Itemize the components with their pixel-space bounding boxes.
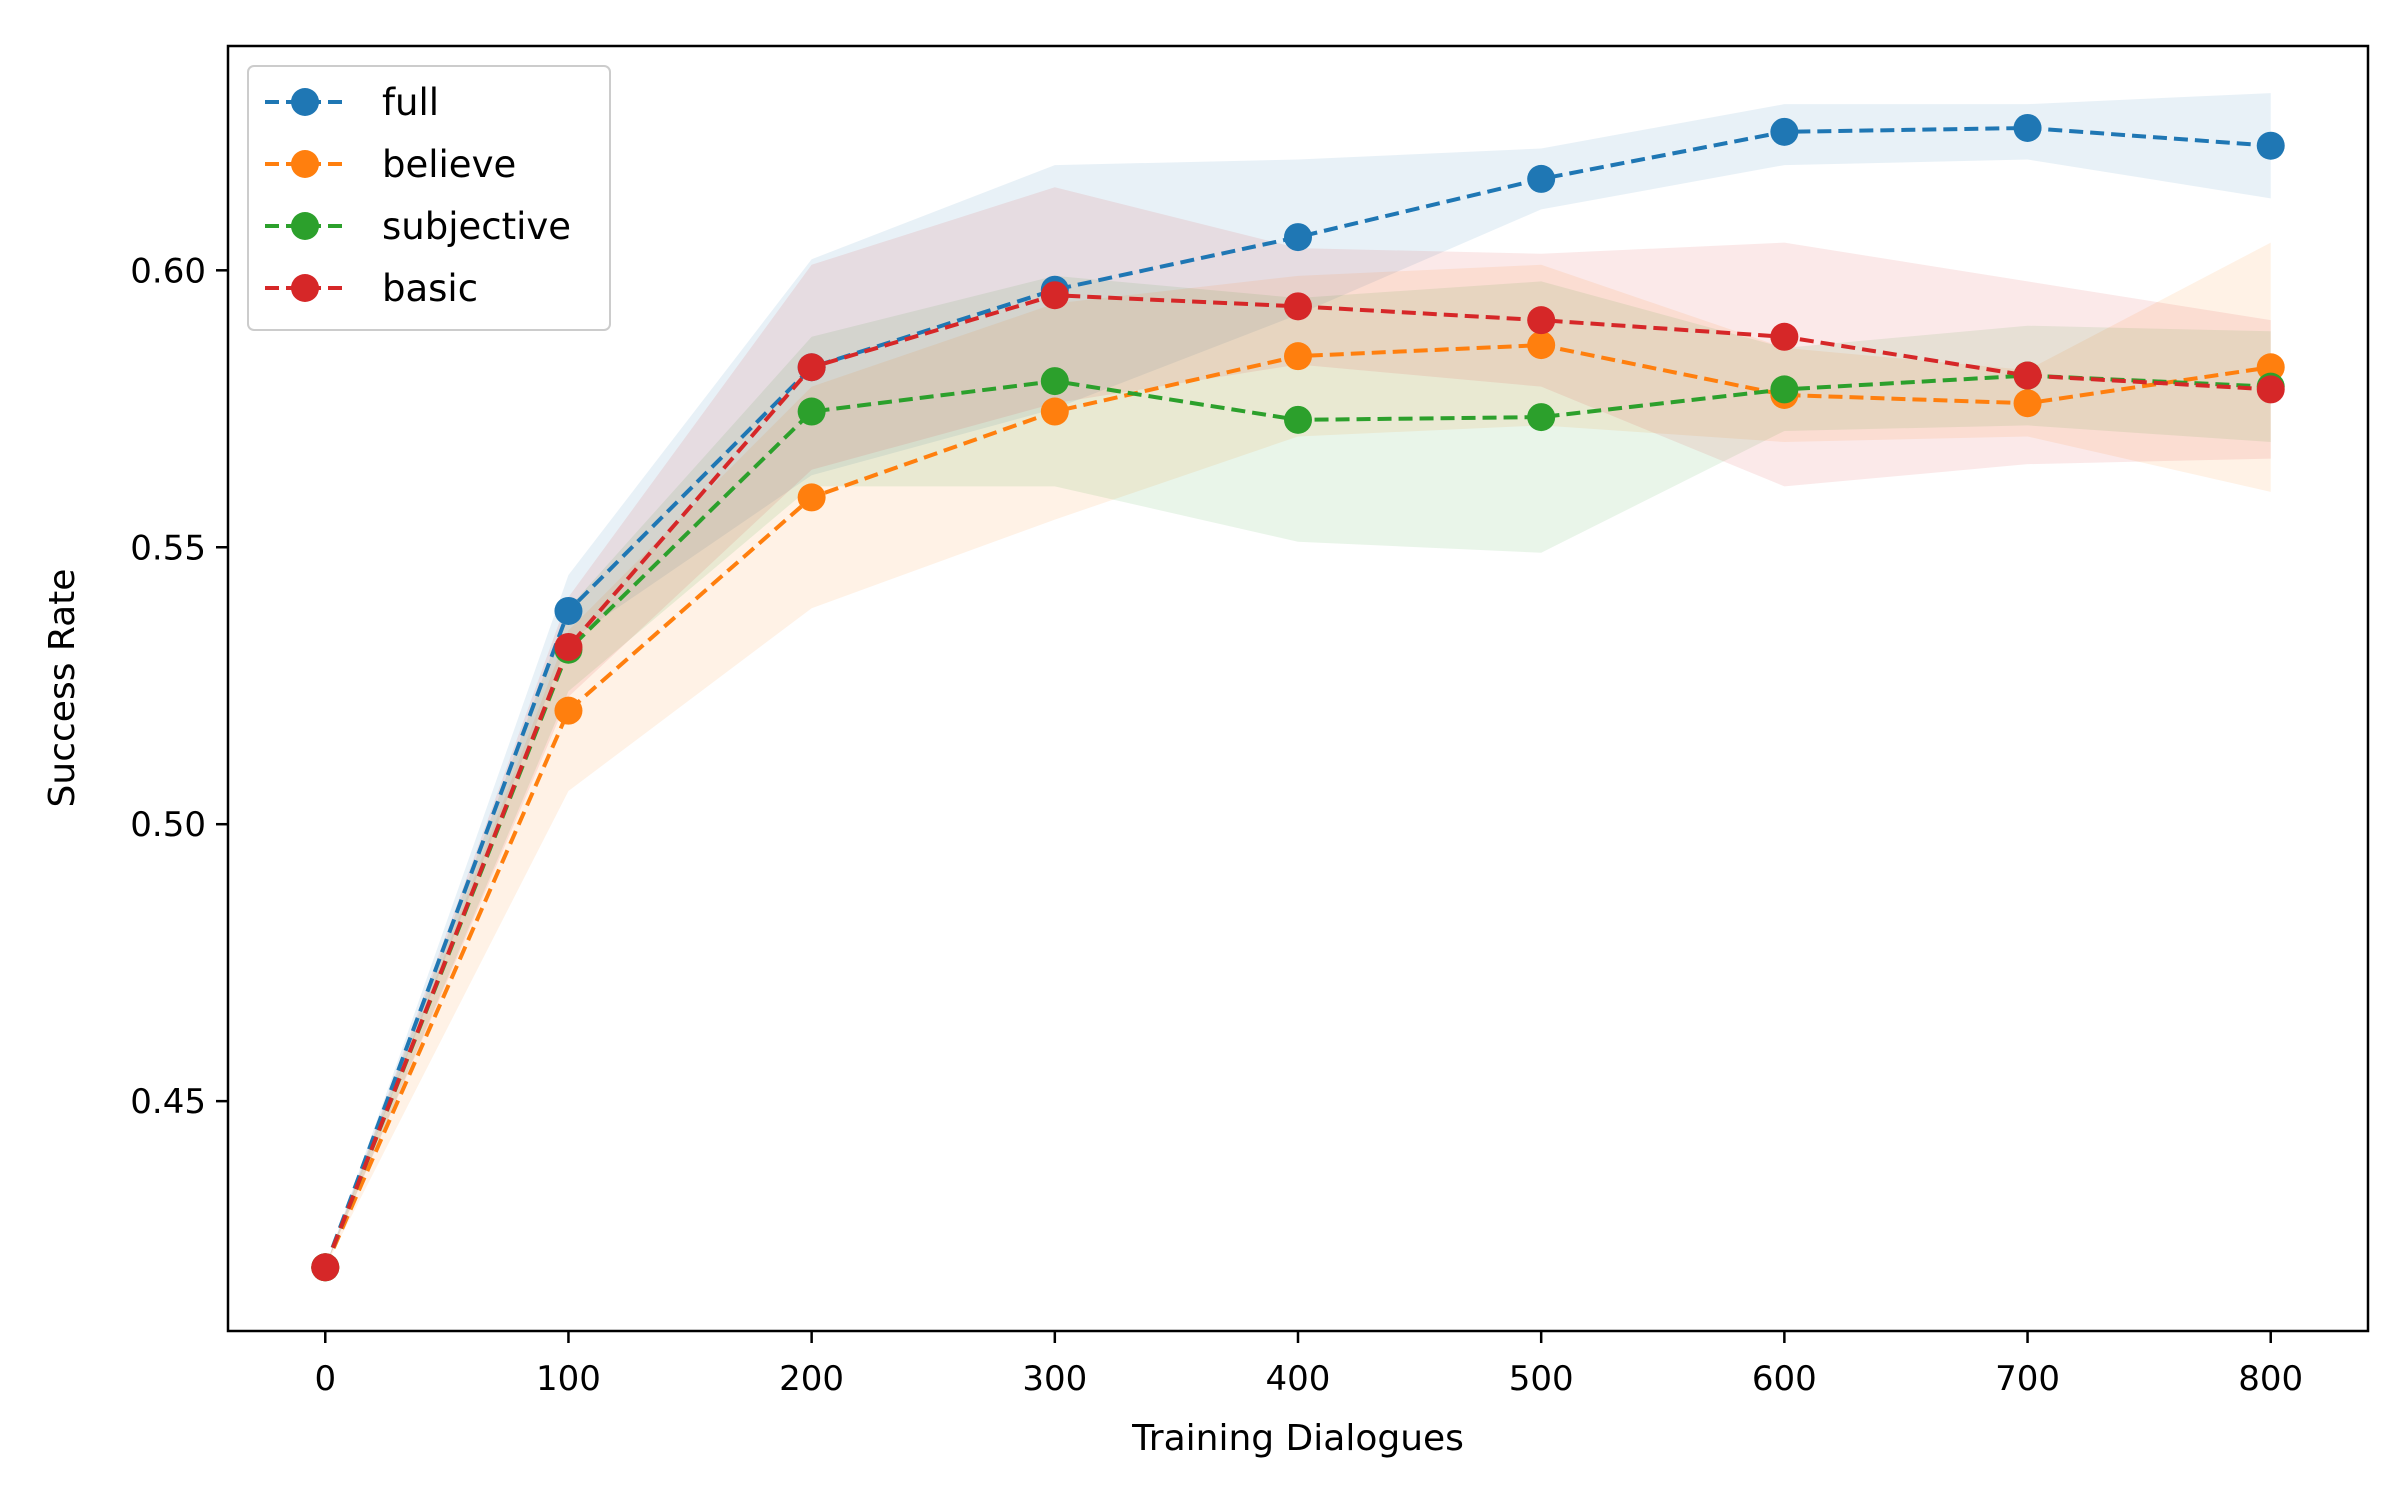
point-subjective-500 <box>1527 403 1556 432</box>
point-basic-100 <box>554 632 583 661</box>
point-basic-700 <box>2013 361 2042 390</box>
legend-label-believe: believe <box>382 143 516 186</box>
legend-marker-full <box>291 88 319 116</box>
y-tick-label-0.55: 0.55 <box>130 528 206 568</box>
legend-label-subjective: subjective <box>382 205 571 248</box>
legend-marker-basic <box>291 274 319 302</box>
band-basic <box>325 187 2271 1268</box>
point-believe-300 <box>1040 397 1069 426</box>
x-tick-label-200: 200 <box>779 1359 844 1399</box>
point-basic-400 <box>1284 292 1312 321</box>
point-basic-600 <box>1770 322 1799 351</box>
x-tick-label-0: 0 <box>314 1359 336 1399</box>
x-tick-label-600: 600 <box>1752 1359 1817 1399</box>
y-tick-label-0.45: 0.45 <box>130 1082 206 1122</box>
point-basic-800 <box>2256 375 2285 404</box>
point-basic-300 <box>1040 281 1069 310</box>
band-subjective <box>325 275 2271 1268</box>
y-axis-ticks: 0.45 0.50 0.55 0.60 <box>130 251 228 1122</box>
x-tick-label-300: 300 <box>1022 1359 1087 1399</box>
point-believe-200 <box>797 483 826 512</box>
point-subjective-200 <box>797 397 826 426</box>
legend-label-full: full <box>382 81 439 124</box>
line-full <box>323 125 2271 1268</box>
point-full-500 <box>1527 164 1556 193</box>
legend: full believe subjective basic <box>247 65 611 331</box>
point-believe-100 <box>554 696 583 725</box>
point-full-800 <box>2256 131 2285 160</box>
point-full-400 <box>1284 223 1312 252</box>
y-axis-label: Success Rate <box>42 569 83 808</box>
point-subjective-600 <box>1770 375 1799 404</box>
point-full-100 <box>554 596 583 625</box>
point-believe-400 <box>1284 342 1312 371</box>
x-tick-label-100: 100 <box>536 1359 601 1399</box>
x-tick-label-400: 400 <box>1266 1359 1331 1399</box>
point-believe-500 <box>1527 331 1556 360</box>
band-full <box>325 93 2271 1268</box>
point-believe-700 <box>2013 389 2042 418</box>
series-points <box>311 113 2285 1282</box>
point-subjective-300 <box>1040 367 1069 396</box>
legend-box <box>247 65 611 331</box>
x-tick-label-800: 800 <box>2238 1359 2303 1399</box>
y-tick-label-0.60: 0.60 <box>130 251 206 291</box>
x-axis-ticks: 0 100 200 300 400 500 600 700 800 <box>314 1331 2303 1399</box>
legend-label-basic: basic <box>382 267 478 310</box>
y-tick-label-0.50: 0.50 <box>130 805 206 845</box>
legend-marker-believe <box>291 150 319 178</box>
x-axis-label: Training Dialogues <box>1131 1418 1464 1459</box>
point-basic-0 <box>311 1253 340 1282</box>
point-full-700 <box>2013 113 2042 142</box>
x-tick-label-700: 700 <box>1995 1359 2060 1399</box>
point-basic-500 <box>1527 306 1556 335</box>
point-basic-200 <box>797 353 826 382</box>
legend-marker-subjective <box>291 212 319 240</box>
point-full-600 <box>1770 117 1799 146</box>
point-subjective-400 <box>1284 405 1312 434</box>
point-believe-800 <box>2256 353 2285 382</box>
x-tick-label-500: 500 <box>1509 1359 1574 1399</box>
